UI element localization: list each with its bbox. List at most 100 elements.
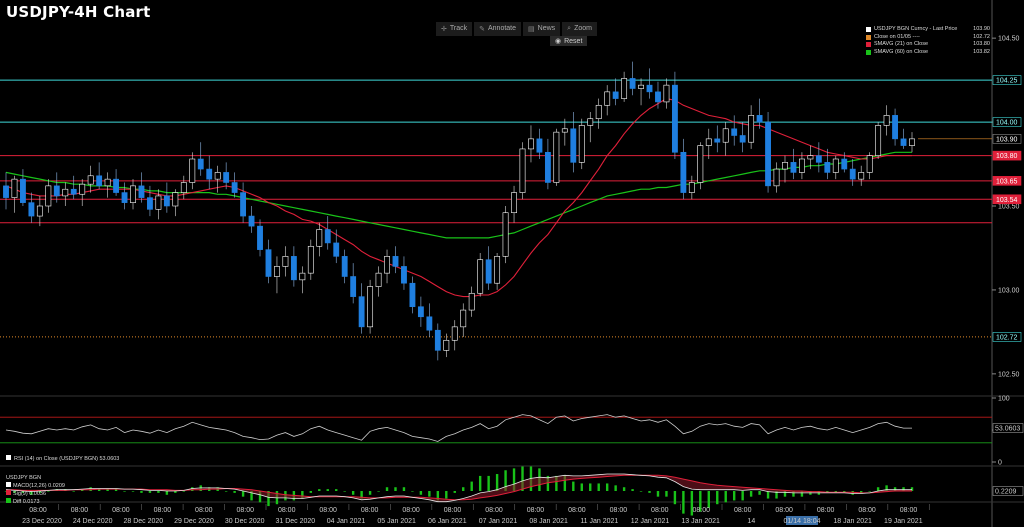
price-axis-label: 102.50 — [998, 371, 1020, 378]
track-button[interactable]: ✛ Track — [436, 22, 473, 36]
time-axis-label: 08:00 — [237, 507, 255, 514]
time-axis-label: 08:00 — [485, 507, 503, 514]
legend-label: SMAVG (60) on Close — [874, 48, 929, 55]
candle-body — [3, 185, 9, 198]
time-axis-label: 08:00 — [527, 507, 545, 514]
candle-body — [671, 84, 678, 153]
macd-histogram-bar — [165, 491, 169, 495]
macd-value-label: 0.2209 — [995, 489, 1017, 496]
time-axis-label: 08:00 — [71, 507, 89, 514]
annotate-button[interactable]: ✎ Annotate — [474, 22, 522, 36]
sma60-line — [5, 151, 912, 239]
level-tag — [992, 150, 1022, 161]
candle-body — [367, 286, 374, 328]
macd-histogram-bar — [13, 491, 16, 493]
candle-body — [265, 249, 272, 277]
candle-body — [79, 183, 86, 195]
time-axis-label: 08:00 — [775, 507, 793, 514]
zoom-button[interactable]: ⌕ Zoom — [562, 22, 597, 36]
macd-histogram-bar — [656, 491, 660, 497]
reset-button[interactable]: ◉ Reset — [550, 36, 588, 46]
macd-histogram-bar — [639, 491, 643, 492]
candle-body — [350, 276, 357, 297]
candle-body — [663, 84, 670, 103]
candle-body — [655, 91, 661, 103]
macd-histogram-bar — [478, 475, 482, 491]
candle-body — [731, 128, 738, 136]
macd-value-tag — [992, 486, 1024, 496]
macd-histogram-bar — [453, 491, 456, 493]
date-axis-label: 01/14 18:04 — [784, 518, 821, 525]
macd-histogram-bar — [335, 489, 338, 491]
date-axis-label: 18 Jan 2021 — [833, 518, 872, 525]
candle-body — [62, 188, 69, 197]
candle-body — [401, 266, 407, 284]
candle-body — [536, 138, 543, 153]
macd-histogram-bar — [766, 491, 770, 499]
macd-histogram-bar — [445, 491, 448, 499]
macd-histogram-bar — [72, 491, 75, 492]
macd-histogram-bar — [368, 491, 372, 495]
legend-label: MACD(12,26) — [13, 483, 47, 489]
candle-body — [333, 242, 340, 257]
annotate-label: Annotate — [488, 25, 517, 32]
pencil-icon: ✎ — [479, 25, 485, 33]
macd-histogram-bar — [21, 491, 25, 493]
candle-body — [477, 259, 484, 294]
candle-body — [147, 197, 153, 210]
candle-body — [595, 104, 602, 120]
candle-body — [841, 158, 848, 170]
macd-legend-item: Sig(9) 0.0036 — [6, 490, 65, 498]
candle-body — [714, 138, 721, 143]
macd-histogram-bar — [360, 491, 363, 499]
candle-body — [782, 162, 788, 170]
candle-body — [773, 168, 780, 187]
level-label: 103.54 — [996, 197, 1018, 204]
legend-swatch — [866, 42, 871, 48]
legend-value: 103.90 — [973, 26, 990, 32]
macd-histogram-bar — [631, 489, 634, 491]
macd-histogram-bar — [910, 487, 914, 491]
time-axis-label: 08:00 — [651, 507, 669, 514]
reset-label: Reset — [564, 37, 583, 45]
macd-histogram-bar — [258, 491, 262, 503]
candle-body — [163, 195, 170, 207]
candle-body — [544, 151, 551, 183]
candle-body — [189, 158, 196, 183]
candle-body — [358, 296, 365, 328]
macd-histogram-bar — [605, 483, 609, 491]
sma21-line — [5, 98, 912, 298]
macd-histogram-bar — [241, 491, 245, 497]
news-label: News — [537, 25, 556, 32]
candle-body — [214, 172, 221, 180]
time-axis-label: 08:00 — [29, 507, 47, 514]
legend-item: Close on 01/05 ---- 102.72 — [866, 34, 990, 42]
time-axis-label: 08:00 — [195, 507, 213, 514]
candle-body — [53, 185, 60, 197]
level-label: 103.90 — [996, 136, 1018, 143]
candle-body — [316, 229, 323, 247]
candle-body — [621, 78, 628, 99]
candle-body — [578, 125, 585, 163]
candle-body — [197, 158, 204, 170]
time-axis-label: 08:00 — [154, 507, 172, 514]
time-axis-label: 08:00 — [444, 507, 462, 514]
rsi-value-tag — [992, 423, 1024, 433]
time-axis-label: 08:00 — [568, 507, 586, 514]
macd-histogram-bar — [38, 491, 42, 493]
macd-histogram-bar — [690, 491, 694, 516]
news-icon: ▤ — [528, 25, 535, 33]
news-button[interactable]: ▤ News — [523, 22, 561, 36]
candle-body — [409, 282, 416, 308]
macd-histogram-bar — [589, 483, 592, 491]
candle-body — [748, 115, 755, 143]
legend-value: 0.0036 — [29, 491, 47, 497]
macd-histogram-bar — [775, 491, 778, 499]
legend-label: Sig(9) — [13, 491, 28, 497]
macd-histogram-bar — [30, 491, 33, 495]
legend-value: 0.0209 — [48, 483, 65, 489]
price-legend: USDJPY BGN Curncy - Last Price 103.90 Clo… — [866, 26, 990, 56]
macd-histogram-bar — [504, 470, 507, 491]
rsi-line — [5, 414, 912, 442]
